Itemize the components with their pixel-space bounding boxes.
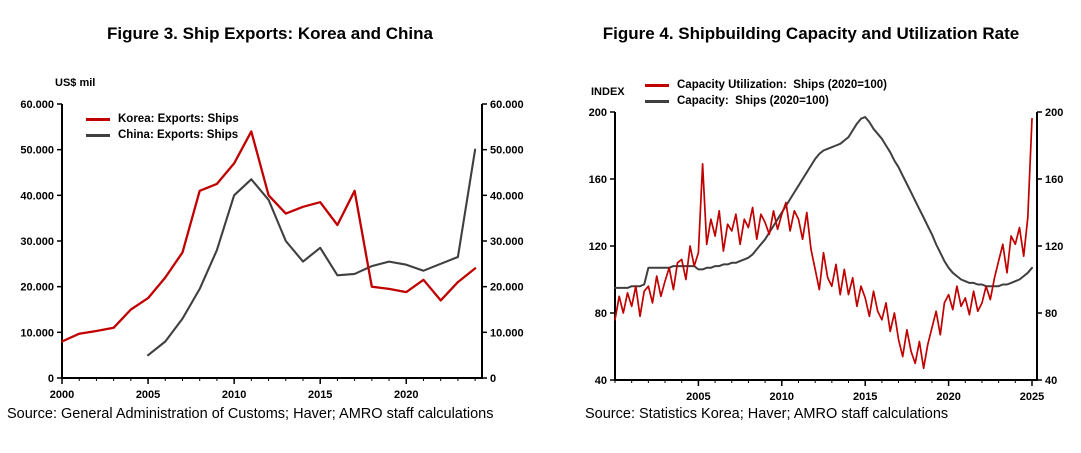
figure4-legend: Capacity Utilization: Ships (2020=100) C… (645, 79, 887, 111)
svg-text:10.000: 10.000 (490, 327, 524, 339)
svg-text:0: 0 (490, 373, 496, 385)
legend-item-korea-exports: Korea: Exports: Ships (86, 113, 239, 125)
svg-text:160: 160 (1045, 174, 1063, 186)
svg-text:120: 120 (1045, 241, 1063, 253)
svg-text:2010: 2010 (222, 389, 246, 401)
legend-item-capacity-utilization: Capacity Utilization: Ships (2020=100) (645, 79, 887, 91)
korea-line-swatch (86, 117, 110, 121)
svg-text:40.000: 40.000 (490, 190, 524, 202)
svg-text:40.000: 40.000 (20, 190, 54, 202)
china-line-swatch (86, 133, 110, 137)
svg-text:30.000: 30.000 (20, 236, 54, 248)
svg-text:2020: 2020 (394, 389, 418, 401)
figure3-chart: 0 0 10.000 10.000 20.000 20.000 30.000 30.000 40… (20, 99, 524, 401)
svg-text:50.000: 50.000 (20, 145, 54, 157)
svg-text:200: 200 (589, 107, 607, 119)
svg-text:2015: 2015 (853, 391, 877, 403)
figure3-source: Source: General Administration of Custom… (7, 406, 494, 422)
svg-text:80: 80 (1045, 308, 1057, 320)
svg-text:2005: 2005 (136, 389, 160, 401)
figure4-panel: Figure 4. Shipbuilding Capacity and Util… (541, 0, 1081, 453)
svg-text:2010: 2010 (770, 391, 794, 403)
figure4-title: Figure 4. Shipbuilding Capacity and Util… (602, 24, 1020, 43)
svg-text:60.000: 60.000 (20, 99, 54, 111)
figure3-legend: Korea: Exports: Ships China: Exports: Sh… (86, 113, 239, 145)
legend-item-china-exports: China: Exports: Ships (86, 129, 239, 141)
svg-text:2005: 2005 (686, 391, 710, 403)
legend-label-korea-exports: Korea: Exports: Ships (118, 113, 239, 125)
figure3-panel: Figure 3. Ship Exports: Korea and China … (0, 0, 540, 453)
capacity-line-swatch (645, 99, 669, 103)
svg-text:40: 40 (1045, 375, 1057, 387)
svg-text:60.000: 60.000 (490, 99, 524, 111)
legend-label-capacity: Capacity: Ships (2020=100) (677, 95, 829, 107)
svg-text:2000: 2000 (50, 389, 74, 401)
figure4-chart: 40 40 80 80 120 120 160 160 200 200 2005 2010 2015 20… (589, 107, 1064, 403)
svg-text:30.000: 30.000 (490, 236, 524, 248)
svg-text:20.000: 20.000 (490, 282, 524, 294)
legend-label-china-exports: China: Exports: Ships (118, 129, 239, 141)
svg-text:120: 120 (589, 241, 607, 253)
svg-text:50.000: 50.000 (490, 145, 524, 157)
svg-text:2015: 2015 (308, 389, 332, 401)
svg-text:40: 40 (595, 375, 607, 387)
svg-text:200: 200 (1045, 107, 1063, 119)
figure3-unit-label: US$ mil (55, 77, 96, 89)
svg-text:2020: 2020 (936, 391, 960, 403)
svg-text:10.000: 10.000 (20, 327, 54, 339)
capacity-utilization-line-swatch (645, 83, 669, 87)
figure4-source: Source: Statistics Korea; Haver; AMRO st… (585, 406, 949, 422)
legend-label-capacity-utilization: Capacity Utilization: Ships (2020=100) (677, 79, 887, 91)
svg-text:0: 0 (48, 373, 54, 385)
svg-text:20.000: 20.000 (20, 282, 54, 294)
svg-text:160: 160 (589, 174, 607, 186)
legend-item-capacity: Capacity: Ships (2020=100) (645, 95, 887, 107)
svg-text:2025: 2025 (1020, 391, 1044, 403)
figure4-unit-label: INDEX (591, 86, 625, 98)
svg-text:80: 80 (595, 308, 607, 320)
figure3-title: Figure 3. Ship Exports: Korea and China (107, 24, 433, 43)
